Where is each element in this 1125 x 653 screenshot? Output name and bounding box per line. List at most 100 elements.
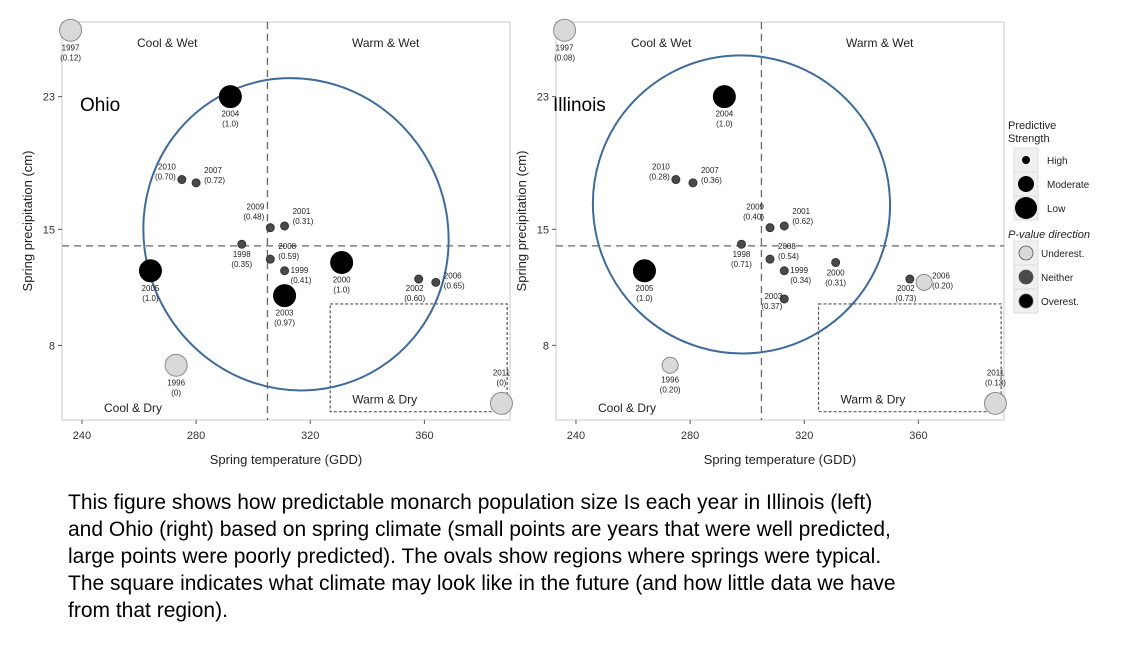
data-point-2003 <box>779 294 789 304</box>
point-value-label: (0.70) <box>155 173 176 182</box>
point-value-label: (0.08) <box>554 53 575 62</box>
point-value-label: (0.48) <box>243 213 264 222</box>
point-year-label: 2007 <box>204 166 222 175</box>
caption-line: The square indicates what climate may lo… <box>68 572 896 595</box>
x-tick-label: 240 <box>73 430 91 442</box>
data-point-1997 <box>553 18 577 42</box>
typical-spring-ellipse <box>591 54 892 355</box>
point-year-label: 2000 <box>333 275 351 284</box>
data-point-2008 <box>765 254 775 264</box>
quadrant-label-bottom-right: Warm & Dry <box>841 393 906 407</box>
point-value-label: (0.65) <box>444 281 465 290</box>
data-point-1996 <box>661 356 679 374</box>
plot-frame <box>61 21 511 421</box>
point-year-label: 2011 <box>493 368 511 377</box>
y-tick-label: 23 <box>537 92 549 104</box>
caption-line: This figure shows how predictable monarc… <box>68 491 873 514</box>
point-year-label: 2004 <box>221 110 239 119</box>
data-point-2004 <box>712 85 736 109</box>
y-tick-label: 15 <box>43 224 55 236</box>
legend-direction-label: Neither <box>1041 273 1074 284</box>
point-year-label: 2003 <box>276 309 294 318</box>
point-year-label: 2003 <box>764 292 782 301</box>
quadrant-label-bottom-left: Cool & Dry <box>104 401 162 415</box>
point-value-label: (1.0) <box>636 294 653 303</box>
future-climate-box <box>817 303 1002 413</box>
data-point-2004 <box>218 85 242 109</box>
point-value-label: (0.12) <box>60 53 81 62</box>
point-value-label: (0.31) <box>825 278 846 287</box>
y-axis-label: Spring precipitation (cm) <box>20 151 35 292</box>
point-year-label: 1998 <box>733 250 751 259</box>
legend-direction-symbol <box>1018 269 1034 285</box>
point-value-label: (0.37) <box>761 302 782 311</box>
point-year-label: 2009 <box>247 203 265 212</box>
data-point-2000 <box>330 250 354 274</box>
legend-direction-symbol <box>1018 293 1034 309</box>
data-point-2000 <box>831 257 841 267</box>
point-year-label: 2010 <box>652 163 670 172</box>
x-tick-label: 280 <box>681 430 699 442</box>
region-label: Ohio <box>80 95 120 116</box>
point-value-label: (0.40) <box>743 213 764 222</box>
legend-strength-symbol <box>1022 156 1030 164</box>
y-tick-label: 23 <box>43 92 55 104</box>
point-value-label: (0.73) <box>895 294 916 303</box>
point-year-label: 2006 <box>932 271 950 280</box>
point-value-label: (0) <box>171 388 181 397</box>
future-climate-box <box>329 303 508 413</box>
y-axis-label: Spring precipitation (cm) <box>514 151 529 292</box>
point-value-label: (0.60) <box>404 294 425 303</box>
point-year-label: 1999 <box>291 266 309 275</box>
data-point-1998 <box>237 239 247 249</box>
point-year-label: 2008 <box>278 242 296 251</box>
point-year-label: 2009 <box>746 203 764 212</box>
data-point-2007 <box>191 178 201 188</box>
data-point-1996 <box>164 353 188 377</box>
point-year-label: 2005 <box>142 284 160 293</box>
legend-strength-label: Low <box>1047 204 1066 215</box>
point-year-label: 2011 <box>987 368 1005 377</box>
point-year-label: 2005 <box>636 284 654 293</box>
point-value-label: (0.20) <box>660 385 681 394</box>
point-value-label: (0.72) <box>204 176 225 185</box>
point-year-label: 2007 <box>701 166 719 175</box>
point-value-label: (0.54) <box>778 252 799 261</box>
legend-strength-label: High <box>1047 156 1068 167</box>
chart-panel-ohio: 240 280 320 360 8 15 23 Spring temperature (GDD… <box>20 18 513 467</box>
data-point-2009 <box>265 223 275 233</box>
point-value-label: (0.31) <box>293 217 314 226</box>
x-tick-label: 320 <box>795 430 813 442</box>
figure-caption: This figure shows how predictable monarc… <box>68 489 1108 624</box>
caption-line: and Ohio (right) based on spring climate… <box>68 518 891 541</box>
quadrant-label-top-left: Cool & Wet <box>631 36 692 50</box>
point-year-label: 1996 <box>661 375 679 384</box>
point-value-label: (0.97) <box>274 319 295 328</box>
point-year-label: 1997 <box>556 43 574 52</box>
quadrant-label-top-left: Cool & Wet <box>137 36 198 50</box>
legend-direction-title: P-value direction <box>1008 229 1090 241</box>
y-tick-label: 8 <box>543 340 549 352</box>
y-tick-label: 8 <box>49 340 55 352</box>
point-year-label: 2000 <box>827 268 845 277</box>
data-point-2011 <box>489 391 513 415</box>
x-tick-label: 360 <box>415 430 433 442</box>
point-year-label: 2001 <box>792 207 810 216</box>
quadrant-label-top-right: Warm & Wet <box>846 36 914 50</box>
caption-line: from that region). <box>68 599 228 622</box>
point-year-label: 2008 <box>778 242 796 251</box>
figure-canvas: 240 280 320 360 8 15 23 Spring temperature (GDD… <box>20 18 1090 467</box>
point-value-label: (0.41) <box>291 276 312 285</box>
data-point-2006 <box>915 273 933 291</box>
point-value-label: (0.59) <box>278 252 299 261</box>
legend-strength-symbol <box>1018 176 1034 192</box>
point-value-label: (1.0) <box>716 120 733 129</box>
x-tick-label: 240 <box>567 430 585 442</box>
region-label: Illinois <box>553 95 606 116</box>
data-point-2007 <box>688 178 698 188</box>
x-axis-label: Spring temperature (GDD) <box>210 452 362 467</box>
point-value-label: (1.0) <box>333 285 350 294</box>
point-year-label: 2004 <box>715 110 733 119</box>
point-value-label: (1.0) <box>142 294 159 303</box>
data-point-2001 <box>280 221 290 231</box>
